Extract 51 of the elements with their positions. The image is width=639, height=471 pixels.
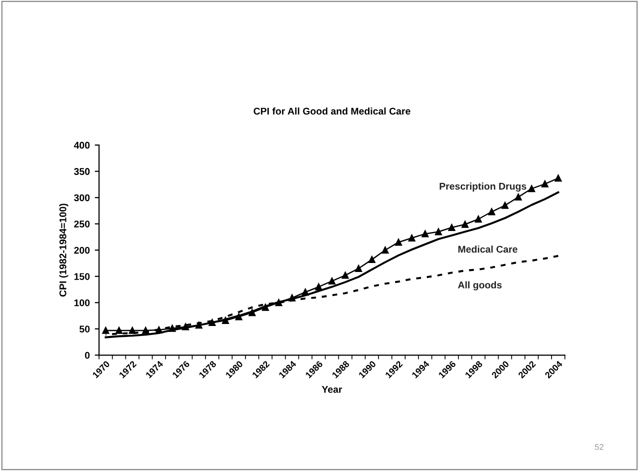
y-tick-label: 200 bbox=[74, 246, 90, 254]
point bbox=[102, 326, 110, 334]
point bbox=[275, 299, 282, 306]
point bbox=[342, 272, 349, 279]
point bbox=[116, 326, 122, 334]
point bbox=[368, 256, 376, 264]
chart-title: CPI for All Good and Medical Care bbox=[254, 107, 410, 115]
point bbox=[448, 224, 456, 231]
y-tick-label: 0 bbox=[84, 352, 90, 359]
point bbox=[541, 180, 548, 188]
point bbox=[208, 319, 216, 326]
y-tick-label: 400 bbox=[74, 142, 90, 149]
y-tick-label: 350 bbox=[74, 168, 90, 175]
point bbox=[302, 288, 309, 296]
point bbox=[142, 326, 150, 334]
point bbox=[514, 194, 522, 201]
point bbox=[422, 230, 429, 238]
point bbox=[168, 324, 176, 332]
point bbox=[355, 265, 362, 272]
point bbox=[474, 216, 482, 223]
point bbox=[408, 234, 416, 242]
y-tick-label: 100 bbox=[74, 299, 90, 306]
point bbox=[382, 246, 389, 254]
series-label: Medical Care bbox=[458, 246, 518, 253]
series-label: Prescription Drugs bbox=[440, 182, 526, 192]
point bbox=[528, 185, 536, 192]
point bbox=[235, 313, 242, 320]
point bbox=[195, 322, 202, 329]
point bbox=[462, 220, 469, 228]
point bbox=[502, 202, 508, 209]
y-axis-title: CPI (1982-1984=100) bbox=[59, 204, 68, 297]
point bbox=[315, 283, 322, 290]
point bbox=[248, 309, 256, 316]
text: 52 bbox=[594, 444, 604, 450]
point bbox=[182, 323, 190, 330]
y-tick-label: 150 bbox=[74, 273, 90, 280]
point bbox=[395, 238, 402, 246]
x-axis-title: Year bbox=[322, 386, 342, 393]
point bbox=[155, 326, 162, 334]
point bbox=[488, 208, 496, 216]
series-label: All goods bbox=[458, 281, 502, 290]
point bbox=[554, 174, 562, 182]
point bbox=[434, 228, 442, 236]
point bbox=[288, 294, 296, 302]
y-tick-label: 300 bbox=[74, 194, 90, 202]
point bbox=[328, 278, 336, 285]
point bbox=[222, 317, 229, 324]
y-tick-label: 50 bbox=[80, 326, 90, 332]
point bbox=[262, 304, 269, 311]
y-tick-label: 250 bbox=[74, 220, 90, 228]
point bbox=[128, 326, 136, 334]
